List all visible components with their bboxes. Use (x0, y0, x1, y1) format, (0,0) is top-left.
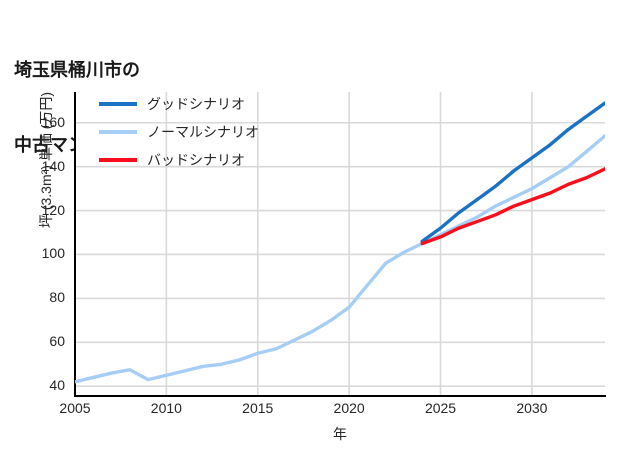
x-tick-label: 2030 (516, 400, 548, 416)
legend-item[interactable]: グッドシナリオ (99, 93, 245, 115)
y-tick-label: 160 (41, 113, 65, 130)
y-tick-label: 100 (41, 245, 65, 262)
y-tick-label: 120 (41, 201, 65, 218)
plot-background (75, 92, 605, 395)
legend-item[interactable]: バッドシナリオ (99, 149, 245, 171)
y-tick-label: 80 (49, 289, 65, 306)
series-line-bad (420, 167, 605, 246)
legend-color-swatch (99, 158, 137, 162)
y-tick-label: 140 (41, 157, 65, 174)
chart-title-line-1: 埼玉県桶川市の (14, 60, 140, 80)
x-tick-label: 2005 (59, 400, 91, 416)
y-gridlines (75, 121, 605, 388)
series-line-good (420, 101, 605, 244)
legend-item[interactable]: ノーマルシナリオ (99, 121, 259, 143)
y-axis-label: 坪 (3.3m²) 単価 (万円) (38, 91, 54, 229)
series-line-normal (75, 134, 605, 384)
x-tick-label: 2020 (333, 400, 365, 416)
legend-color-swatch (99, 102, 137, 106)
y-tick-label: 40 (49, 377, 65, 394)
legend-color-swatch (99, 130, 137, 134)
x-axis-label: 年 (333, 426, 347, 442)
legend-label: ノーマルシナリオ (147, 124, 259, 140)
x-tick-label: 2010 (150, 400, 182, 416)
legend-label: バッドシナリオ (147, 152, 245, 168)
y-tick-label: 60 (49, 333, 65, 350)
x-tick-label: 2025 (424, 400, 457, 416)
x-tick-label: 2015 (242, 400, 274, 416)
legend-label: グッドシナリオ (147, 96, 245, 112)
